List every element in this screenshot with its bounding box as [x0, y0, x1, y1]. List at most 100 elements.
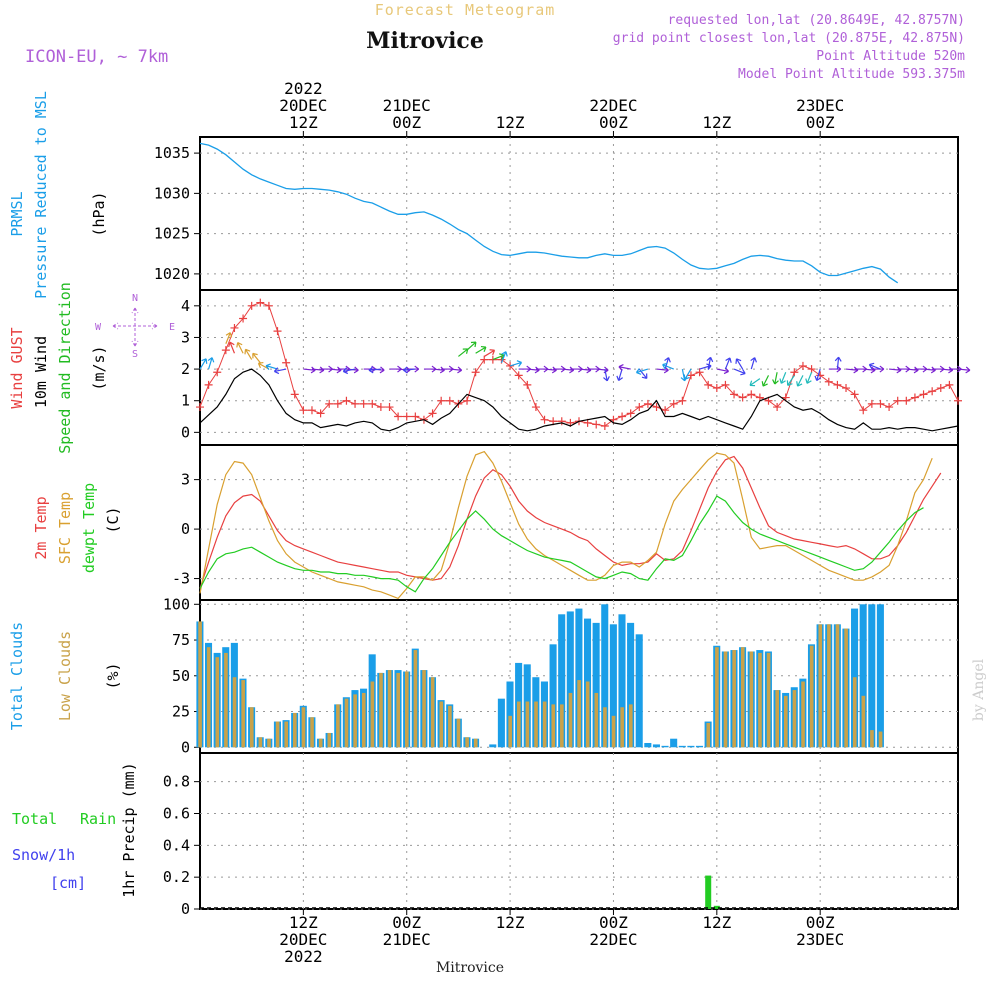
gust-point [428, 409, 437, 418]
dewpt-label: dewpt Temp [80, 483, 98, 573]
low-cloud-bar [740, 647, 745, 748]
gust-point [514, 371, 523, 380]
total-cloud-bar [661, 745, 669, 748]
total-cloud-bar [678, 745, 686, 748]
top-time-label: 12Z [702, 113, 731, 132]
gust-point [239, 314, 248, 323]
compass-e: E [169, 322, 175, 333]
gust-point [368, 399, 377, 408]
low-cloud-bar [585, 681, 590, 748]
low-cloud-bar [594, 692, 599, 748]
wind-direction-arrow [889, 366, 902, 374]
bottom-time-label: 00Z [599, 913, 628, 932]
bottom-time-label: 00Z [806, 913, 835, 932]
wind-direction-arrow [616, 368, 623, 382]
wind-direction-arrow [635, 368, 649, 375]
low-cloud-bar [456, 718, 461, 748]
gust-point [557, 417, 566, 426]
y-tick-label: 100 [163, 595, 190, 613]
gust-point [652, 403, 661, 412]
wind-direction-arrow [225, 332, 233, 344]
gust-point [833, 380, 842, 389]
total-cloud-bar [609, 624, 617, 748]
low-cloud-bar [809, 645, 814, 748]
gust-point [411, 412, 420, 421]
bottom-time-label: 21DEC [383, 930, 431, 949]
gust-point [893, 396, 902, 405]
precip-rain-label: Rain [80, 810, 116, 828]
temp2m-label: 2m Temp [32, 496, 50, 559]
total-cloud-bar [497, 698, 505, 748]
y-tick-label: 0.8 [163, 773, 190, 791]
rain-bar [705, 875, 712, 909]
low-cloud-bar [801, 681, 805, 748]
wind-direction-arrow [475, 345, 487, 354]
bottom-time-label: 22DEC [589, 930, 637, 949]
low-clouds-label: Low Clouds [56, 631, 74, 721]
low-cloud-bar [732, 650, 736, 748]
y-tick-label: 75 [172, 631, 190, 649]
clouds-unit: (%) [104, 662, 122, 689]
low-cloud-bar [516, 701, 521, 748]
total-cloud-bar [601, 604, 609, 748]
low-cloud-bar [878, 731, 883, 748]
wind-direction-arrow [750, 357, 758, 370]
gust-point [264, 301, 273, 310]
wind-direction-arrow [683, 368, 692, 380]
panel-clouds: 0 25 50 75 100 Total Clouds Low Clouds (%) [8, 595, 959, 756]
gust-point [773, 403, 782, 412]
total-cloud-bar [670, 738, 678, 748]
wind-direction-arrow [199, 358, 208, 370]
low-cloud-bar [232, 677, 237, 748]
low-cloud-bar [284, 721, 289, 748]
y-tick-label: 0 [181, 423, 190, 441]
gust-point [307, 406, 316, 415]
direction-label: Speed and Direction [56, 282, 74, 454]
wind-direction-arrow [662, 362, 674, 370]
gust-point [712, 384, 721, 393]
low-cloud-bar [396, 672, 401, 748]
wind-direction-arrow [834, 356, 842, 370]
gust-point [221, 346, 230, 355]
total-cloud-bar [566, 611, 574, 748]
wind-direction-arrow [772, 372, 779, 385]
top-time-label: 12Z [496, 113, 525, 132]
wind-direction-arrow [500, 351, 508, 363]
low-cloud-bar [706, 722, 711, 748]
wind-direction-arrow [449, 366, 463, 374]
top-time-label: 00Z [806, 113, 835, 132]
low-cloud-bar [861, 695, 866, 748]
y-tick-label: 0.6 [163, 804, 190, 822]
gust-point [471, 368, 480, 377]
precip-snow-label: Snow/1h [12, 846, 75, 864]
total-cloud-bar [618, 614, 626, 748]
gust-point [359, 399, 368, 408]
compass-n: N [132, 293, 138, 304]
point-altitude: Point Altitude 520m [816, 49, 965, 64]
gust-point [523, 380, 532, 389]
low-cloud-bar [439, 701, 444, 748]
low-cloud-bar [835, 624, 840, 748]
gust-point [376, 403, 385, 412]
top-time-label: 00Z [599, 113, 628, 132]
gust-point [695, 368, 704, 377]
gust-point [247, 301, 256, 310]
total-cloud-bar [644, 742, 652, 748]
y-tick-label: 0.2 [163, 868, 190, 886]
y-tick-label: 0 [181, 738, 190, 756]
low-cloud-bar [766, 652, 771, 748]
low-cloud-bar [293, 712, 297, 748]
wind-direction-arrow [236, 341, 244, 354]
low-cloud-bar [267, 738, 271, 748]
low-cloud-bar [370, 681, 375, 748]
gust-point [196, 403, 204, 412]
gust-point [531, 403, 540, 412]
wind-direction-arrow [596, 366, 609, 374]
gust-point [704, 380, 713, 389]
wind-direction-arrow [458, 348, 469, 357]
precip-total-label: Total [12, 810, 57, 828]
gust-point [850, 390, 859, 399]
low-cloud-bar [215, 657, 220, 748]
wind-direction-arrow [368, 366, 381, 374]
